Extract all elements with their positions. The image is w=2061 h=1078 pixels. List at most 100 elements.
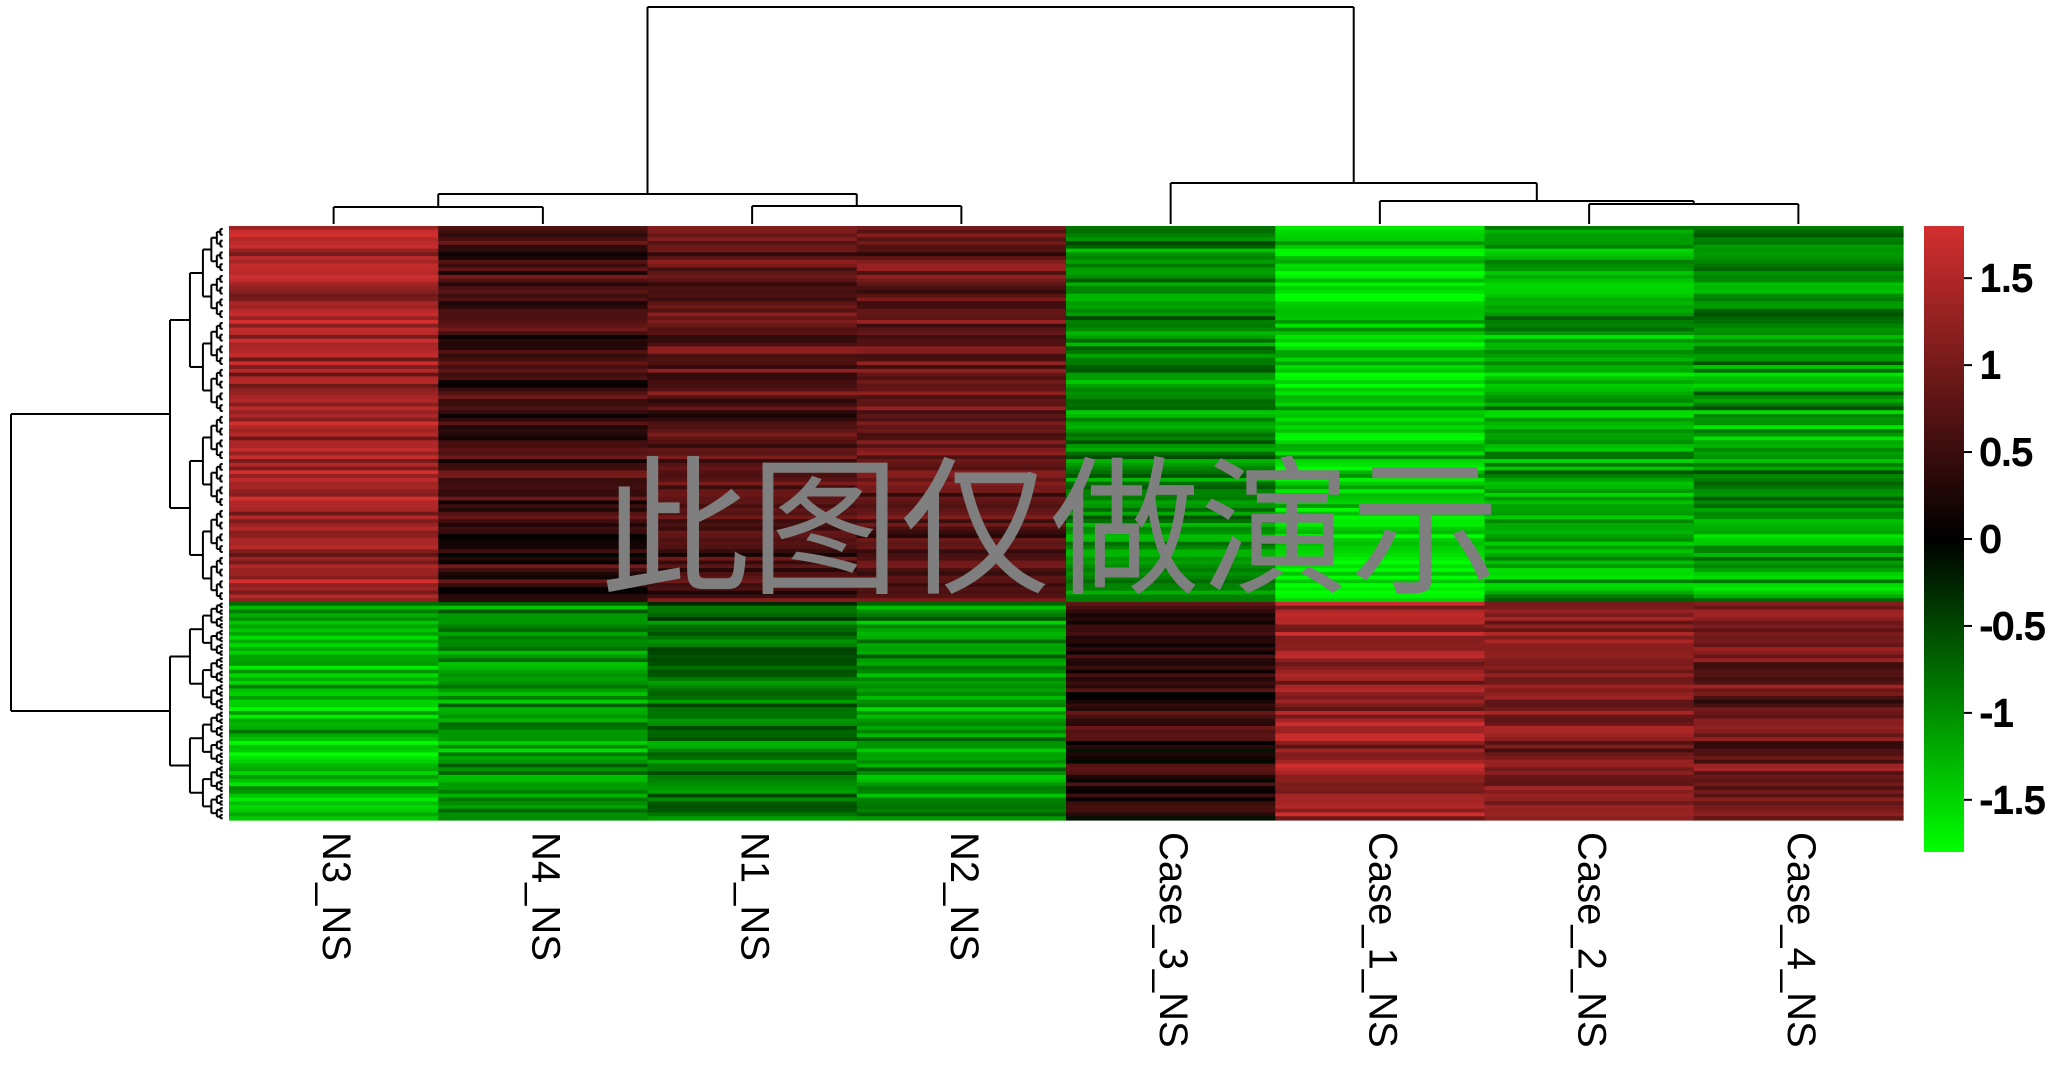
heatmap-cell <box>856 387 1067 393</box>
heatmap-cell <box>1484 688 1695 693</box>
heatmap-cell <box>229 444 439 449</box>
heatmap-cell <box>1693 722 1904 727</box>
heatmap-cell <box>1693 680 1904 686</box>
heatmap-cell <box>856 489 1067 494</box>
heatmap-cell <box>438 759 649 765</box>
heatmap-cell <box>647 440 858 445</box>
heatmap-cell <box>229 699 439 705</box>
heatmap-cell <box>229 361 439 366</box>
heatmap-cell <box>856 534 1067 539</box>
heatmap-cell <box>438 226 649 231</box>
heatmap-cell <box>647 417 858 423</box>
heatmap-cell <box>1693 278 1904 283</box>
heatmap-cell <box>1484 301 1695 306</box>
heatmap-cell <box>1693 391 1904 396</box>
heatmap-cell <box>1484 598 1695 603</box>
heatmap-cell <box>229 553 439 558</box>
heatmap-cell <box>647 801 858 806</box>
heatmap-cell <box>1275 383 1486 389</box>
heatmap-cell <box>438 658 649 663</box>
heatmap-cell <box>438 335 649 340</box>
heatmap-cell <box>438 763 649 768</box>
heatmap-cell <box>1066 455 1276 460</box>
heatmap-cell <box>856 376 1067 381</box>
heatmap-cell <box>1275 331 1486 336</box>
heatmap-cell <box>1066 575 1276 580</box>
heatmap-cell <box>1693 263 1904 268</box>
heatmap-cell <box>229 545 439 550</box>
heatmap-cell <box>856 526 1067 532</box>
heatmap-cell <box>438 639 649 644</box>
heatmap-cell <box>1275 583 1486 588</box>
heatmap-cell <box>438 233 649 238</box>
heatmap-cell <box>856 741 1067 746</box>
heatmap-cell <box>229 398 439 404</box>
heatmap-cell <box>1484 748 1695 753</box>
heatmap-cell <box>1484 553 1695 558</box>
heatmap-cell <box>438 451 649 456</box>
heatmap-cell <box>1275 327 1486 332</box>
heatmap-cell <box>856 568 1067 573</box>
heatmap-cell <box>856 752 1067 757</box>
heatmap-cell <box>1693 579 1904 584</box>
heatmap-cell <box>1275 710 1486 716</box>
heatmap-cell <box>1693 718 1904 723</box>
heatmap-cell <box>1484 406 1695 411</box>
heatmap-cell <box>856 616 1067 622</box>
heatmap-cell <box>856 402 1067 408</box>
heatmap-cell <box>1693 507 1904 513</box>
heatmap-cell <box>1066 594 1276 599</box>
heatmap-cell <box>1275 304 1486 310</box>
heatmap-cell <box>647 673 858 678</box>
heatmap-cell <box>856 643 1067 648</box>
heatmap-cell <box>1066 256 1276 261</box>
heatmap-cell <box>856 707 1067 712</box>
heatmap-cell <box>1066 699 1276 705</box>
heatmap-cell <box>1066 583 1276 588</box>
heatmap-cell <box>1066 538 1276 543</box>
heatmap-cell <box>1484 797 1695 802</box>
heatmap-cell <box>1484 568 1695 573</box>
heatmap-cell <box>438 248 649 253</box>
heatmap-cell <box>1484 350 1695 355</box>
heatmap-cell <box>1484 244 1695 250</box>
heatmap-cell <box>1066 733 1276 738</box>
heatmap-cell <box>1484 391 1695 396</box>
heatmap-cell <box>1693 669 1904 674</box>
heatmap-cell <box>229 741 439 746</box>
heatmap-cell <box>438 756 649 761</box>
heatmap-cell <box>1693 376 1904 381</box>
heatmap-cell <box>229 523 439 528</box>
heatmap-cell <box>856 237 1067 242</box>
heatmap-cell <box>1484 241 1695 246</box>
heatmap-cell <box>1066 650 1276 656</box>
heatmap-cell <box>647 289 858 295</box>
heatmap-cell <box>1275 695 1486 701</box>
heatmap-cell <box>1484 297 1695 302</box>
heatmap-cell <box>229 353 439 359</box>
heatmap-cell <box>1484 319 1695 325</box>
heatmap-cell <box>1693 616 1904 622</box>
heatmap-cell <box>1066 304 1276 310</box>
heatmap-cell <box>1484 492 1695 498</box>
heatmap-cell <box>1275 526 1486 532</box>
heatmap-cell <box>1275 545 1486 550</box>
heatmap-cell <box>229 594 439 599</box>
heatmap-cell <box>856 447 1067 453</box>
heatmap-cell <box>229 658 439 663</box>
heatmap-cell <box>438 710 649 716</box>
heatmap-cell <box>856 598 1067 603</box>
heatmap-cell <box>1066 774 1276 780</box>
heatmap-cell <box>1693 789 1904 795</box>
heatmap-cell <box>229 692 439 697</box>
heatmap-cell <box>647 496 858 502</box>
heatmap-cell <box>1066 549 1276 554</box>
heatmap-cell <box>438 447 649 453</box>
heatmap-cell <box>1275 237 1486 242</box>
heatmap-cell <box>1275 601 1486 607</box>
heatmap-cell <box>856 256 1067 261</box>
heatmap-cell <box>229 707 439 712</box>
heatmap-cell <box>1066 357 1276 362</box>
heatmap-cell <box>856 564 1067 569</box>
heatmap-cell <box>1066 519 1276 524</box>
